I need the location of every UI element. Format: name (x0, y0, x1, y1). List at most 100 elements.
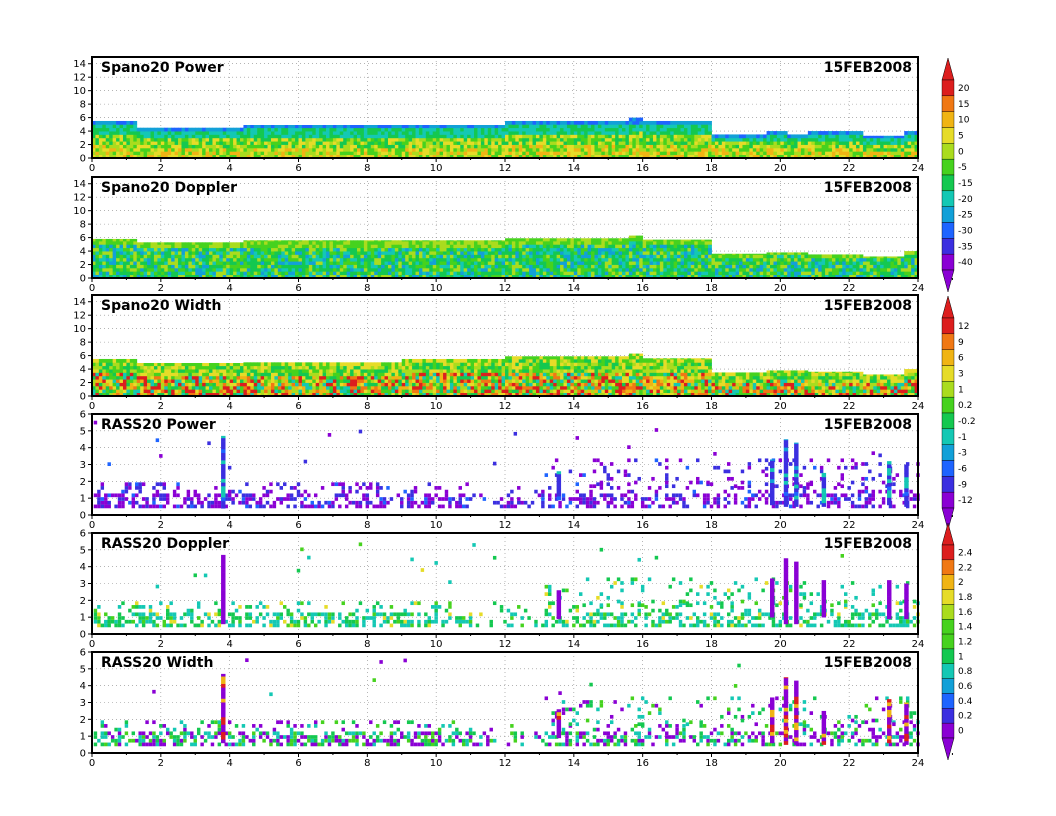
heatmap-cell (202, 127, 206, 132)
heatmap-cell (398, 254, 403, 259)
heatmap-cell (546, 137, 551, 142)
heatmap-cell (862, 274, 867, 279)
heatmap-cell (876, 141, 881, 145)
heatmap-cell (319, 247, 323, 252)
heatmap-cell (449, 151, 454, 156)
heatmap-cell (453, 264, 458, 269)
heatmap-cell (226, 242, 231, 245)
heatmap-cell (873, 151, 878, 156)
heatmap-cell (250, 254, 255, 259)
heatmap-cell (487, 144, 492, 149)
heatmap-cell (267, 257, 272, 262)
heatmap-cell (412, 151, 416, 156)
heatmap-cell (735, 261, 740, 265)
heatmap-cell (425, 240, 430, 245)
heatmap-cell (350, 134, 354, 139)
heatmap-cell (436, 247, 441, 252)
heatmap-cell (253, 274, 258, 279)
heatmap-cell (535, 271, 540, 276)
heatmap-cell (284, 154, 289, 159)
heatmap-cell (525, 120, 530, 125)
heatmap-cell (742, 137, 747, 142)
heatmap-cell (563, 154, 568, 159)
heatmap-cell (690, 261, 695, 265)
heatmap-cell (529, 254, 533, 259)
heatmap-cell (480, 261, 485, 265)
heatmap-cell (494, 251, 499, 255)
heatmap-cell (112, 141, 117, 145)
heatmap-cell (508, 251, 513, 255)
heatmap-cell (374, 244, 379, 249)
heatmap-cell (239, 147, 244, 152)
heatmap-cell (587, 264, 592, 269)
heatmap-cell (181, 271, 186, 276)
heatmap-cell (770, 131, 774, 135)
heatmap-cell (360, 147, 365, 152)
heatmap-cell (391, 125, 396, 129)
heatmap-cell (374, 125, 379, 129)
heatmap-cell (849, 257, 854, 262)
heatmap-cell (384, 251, 389, 255)
heatmap-cell (219, 154, 224, 159)
heatmap-cell (157, 267, 162, 272)
heatmap-cell (312, 251, 317, 255)
heatmap-cell (284, 240, 289, 242)
heatmap-cell (697, 247, 702, 252)
heatmap-cell (515, 151, 520, 156)
heatmap-cell (797, 137, 802, 142)
heatmap-cell (274, 127, 279, 132)
heatmap-cell (532, 144, 537, 149)
heatmap-cell (329, 127, 334, 132)
heatmap-cell (735, 137, 740, 142)
heatmap-cell (511, 244, 516, 249)
heatmap-cell (122, 141, 127, 145)
heatmap-cell (312, 271, 317, 276)
heatmap-cell (749, 144, 754, 149)
heatmap-cell (790, 151, 795, 156)
heatmap-cell (594, 134, 599, 139)
heatmap-cell (663, 120, 668, 125)
heatmap-cell (253, 244, 258, 249)
heatmap-cell (618, 257, 623, 262)
heatmap-cell (122, 134, 127, 139)
heatmap-cell (384, 134, 389, 139)
heatmap-cell (701, 141, 706, 145)
heatmap-cell (357, 240, 361, 242)
heatmap-cell (429, 254, 434, 259)
heatmap-cell (150, 147, 155, 152)
heatmap-cell (350, 254, 354, 259)
heatmap-cell (670, 271, 675, 276)
heatmap-cell (143, 247, 148, 252)
heatmap-cell (714, 141, 719, 145)
heatmap-cell (408, 144, 413, 149)
heatmap-cell (336, 261, 341, 265)
heatmap-cell (632, 127, 637, 132)
heatmap-cell (467, 134, 471, 139)
heatmap-cell (735, 271, 740, 276)
heatmap-cell (374, 144, 379, 149)
heatmap-cell (215, 154, 220, 159)
heatmap-cell (246, 271, 251, 276)
heatmap-cell (880, 264, 884, 269)
heatmap-cell (449, 257, 454, 262)
heatmap-cell (274, 154, 279, 159)
heatmap-cell (849, 264, 854, 269)
heatmap-cell (656, 239, 661, 242)
heatmap-cell (797, 261, 802, 265)
heatmap-cell (122, 154, 127, 159)
heatmap-cell (350, 267, 354, 272)
heatmap-cell (95, 238, 100, 242)
heatmap-cell (205, 141, 210, 145)
heatmap-cell (239, 242, 244, 245)
heatmap-cell (763, 261, 767, 265)
heatmap-cell (418, 127, 423, 132)
heatmap-cell (718, 154, 723, 159)
heatmap-cell (153, 267, 158, 272)
heatmap-cell (604, 141, 609, 145)
heatmap-cell (436, 257, 441, 262)
heatmap-cell (880, 261, 884, 265)
heatmap-cell (529, 120, 533, 125)
heatmap-cell (532, 131, 537, 135)
heatmap-cell (505, 151, 509, 156)
heatmap-cell (635, 147, 640, 152)
